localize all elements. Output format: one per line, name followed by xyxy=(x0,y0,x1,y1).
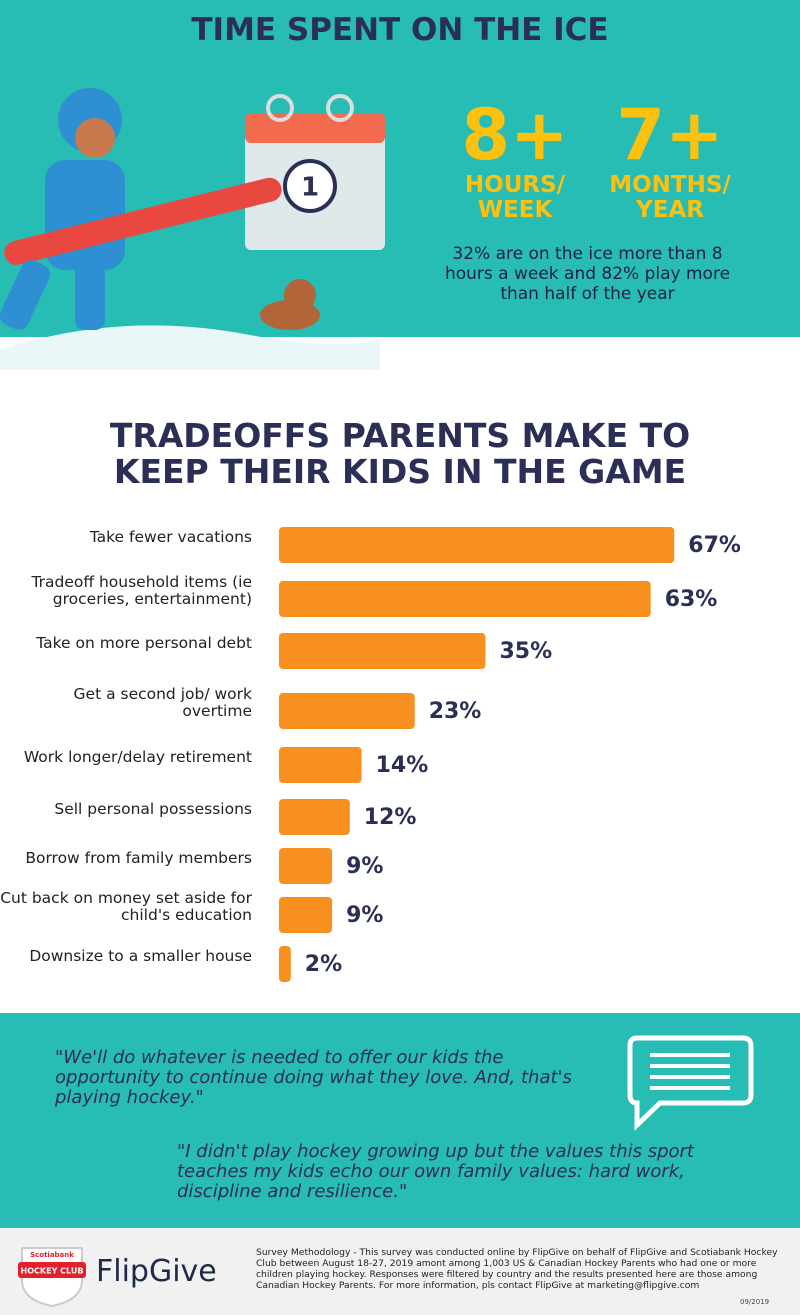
ice xyxy=(0,325,380,370)
date: 09/2019 xyxy=(740,1298,770,1306)
bar xyxy=(279,527,675,563)
category-labels: Take fewer vacations Tradeoff household i… xyxy=(0,0,260,1000)
category-label: Tradeoff household items (ie groceries, … xyxy=(31,573,252,608)
bar-chart: 67%63%35%23%14%12%9%9%2% xyxy=(279,527,741,982)
stats-note: 32% are on the ice more than 8 hours a w… xyxy=(444,244,731,304)
value-label: 35% xyxy=(500,639,553,664)
category-label: Borrow from family members xyxy=(25,848,252,867)
top-panel xyxy=(0,0,800,337)
quote: "We'll do whatever is needed to offer ou… xyxy=(55,1047,572,1108)
brand: FlipGive xyxy=(96,1254,217,1289)
value-label: 14% xyxy=(376,753,429,778)
value-label: 9% xyxy=(346,903,383,928)
category-label: Get a second job/ work overtime xyxy=(73,685,252,720)
value-label: 2% xyxy=(305,952,342,977)
bar xyxy=(279,747,362,783)
value-label: 63% xyxy=(665,587,718,612)
dog-head xyxy=(284,279,316,311)
ring xyxy=(266,94,294,122)
category-label: Take on more personal debt xyxy=(36,633,252,652)
category-label: Sell personal possessions xyxy=(54,799,252,818)
bar xyxy=(279,633,486,669)
title: TIME SPENT ON THE ICE xyxy=(191,12,609,48)
quote: "I didn't play hockey growing up but the… xyxy=(177,1141,694,1202)
value-label: 12% xyxy=(364,805,417,830)
bar xyxy=(279,897,333,933)
methodology: Survey Methodology - This survey was con… xyxy=(256,1247,778,1291)
stat-unit: MONTHS/ YEAR xyxy=(609,172,731,223)
bar xyxy=(279,581,651,617)
leg xyxy=(75,260,105,330)
category-label: Cut back on money set aside for child's … xyxy=(0,889,252,924)
value-label: 23% xyxy=(429,699,482,724)
calendar-day: 1 xyxy=(301,173,319,203)
quote-panel xyxy=(0,1013,800,1228)
bar xyxy=(279,693,415,729)
face xyxy=(75,118,115,158)
illustration: 1 xyxy=(0,88,385,370)
value-label: 67% xyxy=(688,533,741,558)
value-label: 9% xyxy=(346,854,383,879)
club-badge: Scotiabank HOCKEY CLUB xyxy=(18,1247,86,1308)
day-circle xyxy=(283,159,337,213)
badge-text: HOCKEY CLUB xyxy=(21,1267,84,1276)
crayon xyxy=(4,177,282,265)
footer xyxy=(0,1228,800,1315)
category-label: Downsize to a smaller house xyxy=(29,946,252,965)
speech-icon xyxy=(627,1035,754,1131)
chart-title: TRADEOFFS PARENTS MAKE TO KEEP THEIR KID… xyxy=(109,416,691,491)
leg xyxy=(0,260,51,330)
bar xyxy=(279,946,291,982)
category-label: Work longer/delay retirement xyxy=(23,747,252,766)
bar xyxy=(279,799,350,835)
stat-unit: HOURS/ WEEK xyxy=(464,172,566,223)
badge-top: Scotiabank xyxy=(30,1251,74,1259)
stat-number: 8+ xyxy=(461,94,569,176)
bar xyxy=(279,848,333,884)
ring xyxy=(326,94,354,122)
category-label: Take fewer vacations xyxy=(89,527,252,546)
stat-number: 7+ xyxy=(616,94,724,176)
